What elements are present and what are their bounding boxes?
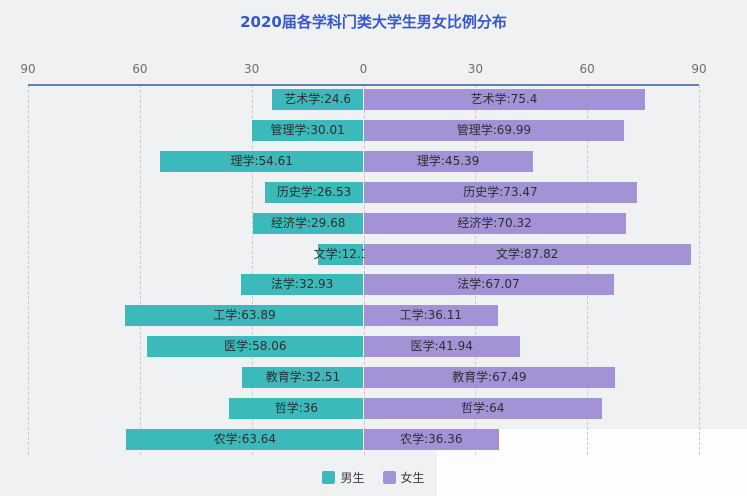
male-bar-label: 工学:63.89 [213,308,276,323]
gridline [699,85,700,455]
male-bar-label: 法学:32.93 [270,277,334,292]
x-axis-line [28,84,699,86]
gridline [363,85,365,455]
male-bar: 医学:58.06 [147,336,364,358]
female-bar-label: 工学:36.11 [399,308,462,323]
female-bar: 文学:87.82 [363,243,691,265]
female-bar: 管理学:69.99 [363,119,625,141]
gridline [251,85,253,455]
axis-tick-label: 90 [20,62,36,76]
gridline [28,85,29,455]
female-bar: 医学:41.94 [363,336,520,358]
male-bar: 工学:63.89 [125,305,364,327]
female-bar: 教育学:67.49 [363,367,616,389]
male-bar: 法学:32.93 [240,274,364,296]
female-bar-label: 艺术学:75.4 [470,92,538,106]
male-bar-label: 理学:54.61 [230,153,293,168]
legend-item-male[interactable]: 男生 [322,469,365,486]
female-bar-label: 农学:36.36 [400,431,463,446]
axis-tick-label: 30 [467,62,483,76]
axis-tick-label: 30 [244,62,260,76]
legend: 男生 女生 [0,469,747,486]
male-bar: 艺术学:24.6 [271,89,364,110]
female-bar-label: 管理学:69.99 [456,122,532,137]
gridline [587,85,589,455]
legend-item-female[interactable]: 女生 [382,469,425,486]
male-bar: 管理学:30.01 [251,119,364,141]
male-bar-label: 艺术学:24.6 [284,92,352,106]
axis-tick-label: 90 [691,62,707,76]
male-bar: 经济学:29.68 [252,212,364,234]
male-bar: 教育学:32.51 [242,367,364,389]
legend-swatch-icon [322,471,336,484]
gridline [475,85,477,455]
female-bar: 艺术学:75.4 [363,89,645,110]
axis-tick-label: 60 [579,62,595,76]
female-bar-label: 法学:67.07 [457,277,520,292]
male-bar-label: 经济学:29.68 [270,215,346,230]
male-bar: 历史学:26.53 [264,181,364,203]
female-bar: 历史学:73.47 [363,181,638,203]
gridline [139,85,141,455]
male-bar: 文学:12.1 [314,243,368,265]
female-bar-label: 历史学:73.47 [463,184,538,199]
male-bar-label: 管理学:30.01 [270,122,345,137]
female-bar: 法学:67.07 [363,274,614,296]
female-bar-label: 文学:87.82 [495,246,559,261]
axis-tick-label: 0 [359,62,368,76]
male-bar-label: 教育学:32.51 [265,370,341,385]
legend-label: 女生 [400,471,425,485]
male-bar: 农学:63.64 [126,428,364,450]
male-bar-label: 农学:63.64 [213,431,277,446]
female-bar-label: 经济学:70.32 [457,215,532,230]
female-bar: 经济学:70.32 [363,212,626,234]
male-bar: 理学:54.61 [159,150,364,172]
male-bar-label: 文学:12.1 [313,246,369,261]
female-bar: 理学:45.39 [363,150,533,172]
female-bar-label: 哲学:64 [461,401,505,415]
chart-title: 2020届各学科门类大学生男女比例分布 [240,13,507,31]
female-bar: 哲学:64 [363,398,603,419]
female-bar: 农学:36.36 [363,428,500,450]
female-bar-label: 教育学:67.49 [452,370,527,385]
female-bar-label: 医学:41.94 [410,339,473,354]
legend-swatch-icon [382,471,396,484]
male-bar: 哲学:36 [229,398,364,419]
female-bar: 工学:36.11 [363,305,499,327]
male-bar-label: 历史学:26.53 [276,184,352,199]
axis-tick-label: 60 [132,62,148,76]
legend-label: 男生 [340,471,365,485]
female-bar-label: 理学:45.39 [416,153,480,168]
male-bar-label: 医学:58.06 [224,339,287,354]
male-bar-label: 哲学:36 [274,401,319,415]
